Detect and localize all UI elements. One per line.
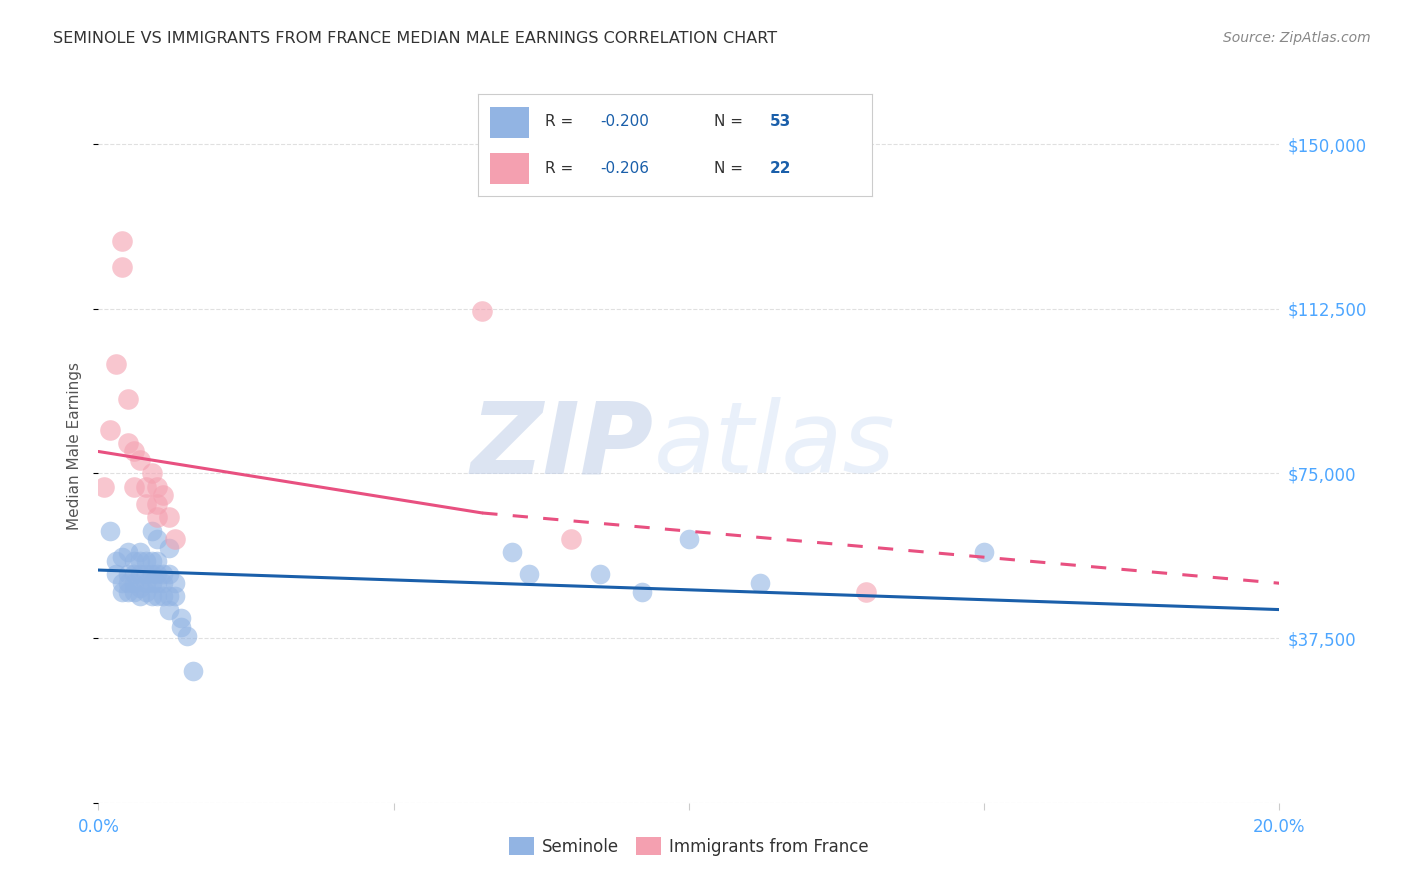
Point xyxy=(117,585,139,599)
Point xyxy=(111,234,134,248)
Text: SEMINOLE VS IMMIGRANTS FROM FRANCE MEDIAN MALE EARNINGS CORRELATION CHART: SEMINOLE VS IMMIGRANTS FROM FRANCE MEDIA… xyxy=(53,31,778,46)
Y-axis label: Median Male Earnings: Median Male Earnings xyxy=(67,362,83,530)
Point xyxy=(141,467,163,481)
Point xyxy=(146,554,169,568)
Point xyxy=(128,567,150,582)
Point xyxy=(146,576,169,591)
Point xyxy=(157,590,180,604)
Point xyxy=(141,554,163,568)
Point xyxy=(855,585,877,599)
Point xyxy=(589,567,612,582)
Point xyxy=(146,567,169,582)
Point xyxy=(630,585,652,599)
Point xyxy=(111,549,134,564)
Point xyxy=(973,545,995,559)
Point xyxy=(170,620,193,634)
Point xyxy=(111,576,134,591)
Text: 53: 53 xyxy=(769,114,790,128)
Point xyxy=(128,581,150,595)
Point xyxy=(176,629,198,643)
Text: N =: N = xyxy=(714,161,748,176)
Point xyxy=(165,533,187,547)
Point xyxy=(111,260,134,274)
Text: atlas: atlas xyxy=(654,398,896,494)
Point xyxy=(146,510,169,524)
Point xyxy=(122,444,145,458)
Point xyxy=(157,541,180,555)
Point xyxy=(135,567,157,582)
Text: 22: 22 xyxy=(769,161,790,176)
Point xyxy=(135,497,157,511)
Point xyxy=(152,488,174,502)
Point xyxy=(135,576,157,591)
Text: ZIP: ZIP xyxy=(471,398,654,494)
Point xyxy=(135,554,157,568)
Point xyxy=(128,545,150,559)
Point xyxy=(105,567,128,582)
Point xyxy=(141,590,163,604)
Text: Source: ZipAtlas.com: Source: ZipAtlas.com xyxy=(1223,31,1371,45)
Point xyxy=(98,524,121,538)
Point xyxy=(152,576,174,591)
Point xyxy=(146,497,169,511)
Point xyxy=(471,304,494,318)
Point xyxy=(501,545,523,559)
Point xyxy=(128,590,150,604)
Point xyxy=(152,567,174,582)
Point xyxy=(117,392,139,406)
Point xyxy=(122,576,145,591)
Point xyxy=(560,533,582,547)
Point xyxy=(170,611,193,625)
Text: R =: R = xyxy=(546,114,578,128)
Point xyxy=(122,585,145,599)
Point xyxy=(157,510,180,524)
Point xyxy=(128,453,150,467)
Point xyxy=(165,590,187,604)
Point xyxy=(181,664,204,678)
Point xyxy=(105,357,128,371)
Point xyxy=(93,480,115,494)
Point xyxy=(117,545,139,559)
Point xyxy=(157,602,180,616)
Point xyxy=(117,435,139,450)
Point xyxy=(748,576,770,591)
Point xyxy=(128,554,150,568)
Point xyxy=(146,480,169,494)
Text: -0.206: -0.206 xyxy=(600,161,650,176)
Point xyxy=(98,423,121,437)
Point xyxy=(122,567,145,582)
Text: R =: R = xyxy=(546,161,578,176)
Point xyxy=(122,554,145,568)
Point xyxy=(141,524,163,538)
Point xyxy=(146,590,169,604)
Point xyxy=(152,590,174,604)
Bar xyxy=(489,107,529,137)
Text: N =: N = xyxy=(714,114,748,128)
Point xyxy=(678,533,700,547)
Point xyxy=(117,576,139,591)
Point xyxy=(141,567,163,582)
Legend: Seminole, Immigrants from France: Seminole, Immigrants from France xyxy=(502,830,876,863)
Point xyxy=(519,567,541,582)
Point xyxy=(135,585,157,599)
Point xyxy=(157,567,180,582)
Point xyxy=(165,576,187,591)
Point xyxy=(105,554,128,568)
Text: -0.200: -0.200 xyxy=(600,114,650,128)
Point xyxy=(135,480,157,494)
Point xyxy=(117,567,139,582)
Point xyxy=(146,533,169,547)
Bar xyxy=(489,153,529,184)
Point xyxy=(122,480,145,494)
Point xyxy=(111,585,134,599)
Point xyxy=(141,576,163,591)
